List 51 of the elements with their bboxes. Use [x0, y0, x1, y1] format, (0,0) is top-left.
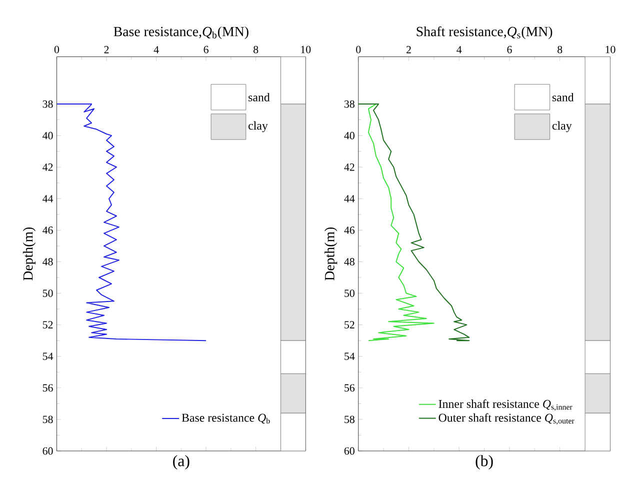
- y-tick-label: 52: [42, 321, 53, 329]
- line-series: [56, 104, 207, 342]
- y-tick-label: 58: [42, 416, 53, 424]
- x-tick-label: 10: [606, 46, 616, 54]
- x-tick-label: 6: [507, 46, 512, 54]
- y-tick-label: 44: [42, 195, 54, 202]
- y-tick-label: 38: [344, 100, 354, 108]
- y-tick-label: 58: [344, 416, 354, 424]
- y-tick-label: 50: [42, 290, 53, 298]
- y-axis-title: Depth(m): [324, 228, 338, 281]
- y-tick-label: 42: [42, 164, 53, 171]
- y-tick-label: 50: [344, 290, 354, 298]
- band-label: sand: [552, 93, 574, 102]
- x-tick-label: 2: [406, 46, 411, 54]
- text: (b): [476, 455, 493, 470]
- y-tick-label: 42: [344, 164, 354, 171]
- y-axis-title: Depth(m): [22, 228, 36, 281]
- y-tick-label: 40: [42, 132, 53, 140]
- y-tick-label: 54: [344, 352, 355, 360]
- x-tick-label: 8: [254, 46, 258, 54]
- x-tick-label: 0: [54, 46, 60, 54]
- y-tick-label: 56: [344, 384, 355, 392]
- text: (a): [173, 455, 190, 470]
- y-tick-label: 44: [344, 195, 355, 202]
- x-tick-label: 0: [356, 46, 361, 54]
- band-label: sand: [248, 93, 270, 102]
- x-tick-label: 4: [154, 46, 159, 54]
- y-tick-label: 46: [42, 226, 53, 234]
- y-tick-label: 46: [344, 226, 355, 234]
- y-tick-label: 52: [344, 321, 354, 329]
- x-axis-title: Base resistance,Q$_{b}$(MN): [114, 26, 248, 40]
- y-tick-label: 60: [42, 447, 53, 455]
- y-tick-label: 54: [42, 352, 54, 360]
- band-label: clay: [248, 121, 268, 132]
- legend-label: Outer shaft resistance Q$_{s,outer}$: [438, 413, 574, 425]
- y-tick-label: 38: [42, 100, 53, 108]
- x-axis-title: Shaft resistance,Q$_{s}$(MN): [416, 26, 552, 40]
- line-series: [358, 104, 470, 342]
- legend-label: Inner shaft resistance Q$_{s,inner}$: [438, 400, 572, 411]
- x-tick-label: 4: [456, 46, 462, 54]
- legend-label: Base resistance Q$_{b}$: [182, 414, 270, 424]
- band-label: clay: [552, 121, 572, 132]
- y-tick-label: 56: [42, 384, 53, 392]
- x-tick-label: 6: [204, 46, 208, 54]
- y-tick-label: 48: [344, 258, 354, 266]
- x-tick-label: 8: [558, 46, 562, 54]
- x-tick-label: 10: [301, 46, 311, 54]
- y-tick-label: 60: [344, 447, 354, 455]
- x-tick-label: 2: [104, 46, 109, 54]
- y-tick-label: 40: [344, 132, 354, 140]
- y-tick-label: 48: [42, 258, 53, 266]
